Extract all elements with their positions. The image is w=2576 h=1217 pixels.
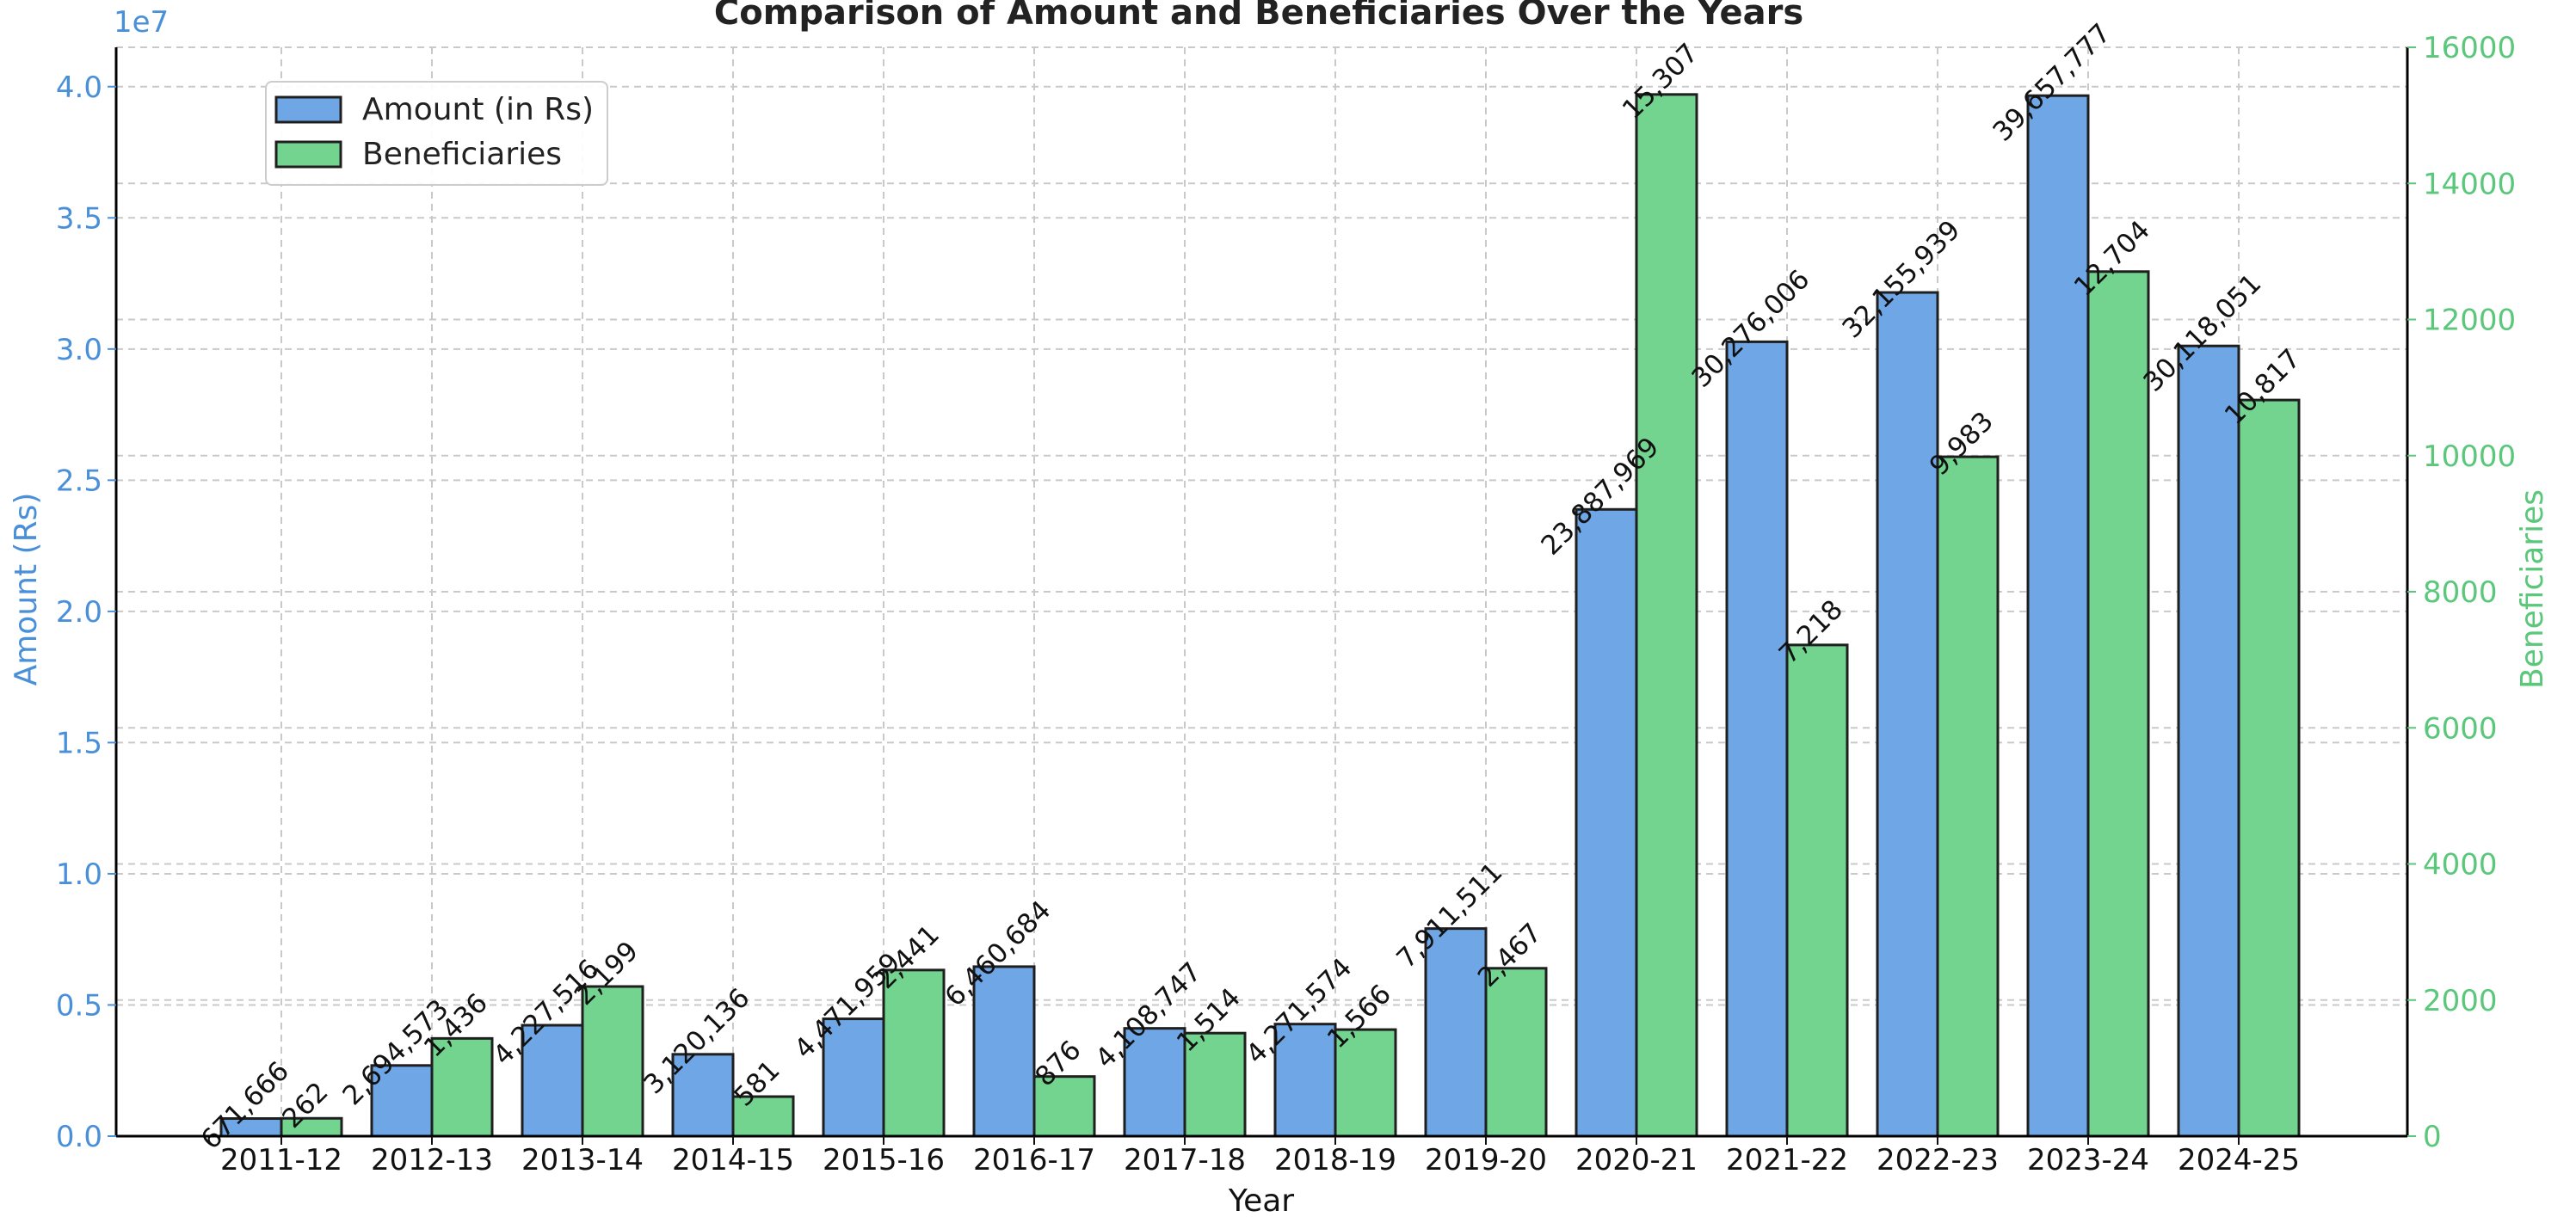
x-tick-label: 2023-24 [2027,1143,2149,1177]
x-tick-label: 2012-13 [371,1143,493,1177]
bar-label-amount-2011-12: 671,666 [195,1055,295,1155]
right-tick-label: 16000 [2423,31,2516,65]
right-tick-label: 0 [2423,1120,2442,1154]
right-tick-label: 10000 [2423,439,2516,474]
x-tick-label: 2015-16 [823,1143,945,1177]
bar-amount-2020-21 [1575,507,1638,1138]
left-axis-scale-label: 1e7 [114,5,169,40]
bar-beneficiaries-2021-22 [1785,643,1849,1138]
left-tick-label: 4.0 [56,71,102,105]
left-tick-label: 3.0 [56,333,102,367]
bar-amount-2012-13 [370,1064,434,1138]
bar-amount-2023-24 [2026,94,2090,1138]
left-axis-title: Amount (Rs) [9,493,44,686]
right-tick-label: 6000 [2423,711,2498,746]
bar-beneficiaries-2017-18 [1183,1031,1247,1138]
bar-beneficiaries-2016-17 [1032,1075,1096,1138]
left-tick-label: 0.5 [56,988,102,1023]
left-tick-label: 2.0 [56,595,102,630]
x-tick-label: 2014-15 [672,1143,794,1177]
right-axis-title: Beneficiaries [2515,489,2550,689]
bar-amount-2016-17 [972,965,1036,1138]
x-tick-label: 2018-19 [1274,1143,1396,1177]
bar-beneficiaries-2022-23 [1936,455,2000,1138]
x-tick-label: 2017-18 [1124,1143,1246,1177]
x-tick-label: 2024-25 [2178,1143,2300,1177]
bar-beneficiaries-2014-15 [731,1095,795,1138]
legend-swatch-beneficiaries [274,140,342,169]
bar-beneficiaries-2024-25 [2237,398,2301,1138]
right-tick-label: 2000 [2423,984,2498,1018]
left-tick-label: 2.5 [56,464,102,498]
legend-label-amount: Amount (in Rs) [362,92,594,127]
bar-beneficiaries-2018-19 [1334,1028,1397,1138]
bar-amount-2022-23 [1876,291,1939,1138]
bar-amount-2015-16 [822,1017,885,1138]
right-tick-label: 8000 [2423,575,2498,610]
bar-amount-2021-22 [1725,340,1789,1138]
x-tick-label: 2020-21 [1575,1143,1698,1177]
x-tick-label: 2013-14 [521,1143,644,1177]
legend: Amount (in Rs) Beneficiaries [265,81,608,186]
left-tick-label: 1.0 [56,857,102,892]
right-tick-label: 4000 [2423,848,2498,882]
bar-amount-2018-19 [1273,1023,1337,1138]
bar-beneficiaries-2012-13 [430,1036,494,1138]
x-tick-label: 2016-17 [973,1143,1095,1177]
right-tick-label: 12000 [2423,304,2516,338]
left-tick-label: 0.0 [56,1120,102,1154]
x-tick-label: 2019-20 [1425,1143,1547,1177]
bar-beneficiaries-2013-14 [581,985,644,1138]
bar-amount-2019-20 [1424,927,1488,1138]
legend-swatch-amount [274,95,342,124]
chart-ticks: 0.0 0.5 1.0 1.5 2.0 2.5 3.0 3.5 4.0 0 2000 4000 6000… [56,31,2516,1177]
x-axis-title: Year [1228,1183,1294,1217]
legend-box [265,81,608,186]
bar-beneficiaries-2020-21 [1635,93,1698,1138]
left-tick-label: 1.5 [56,726,102,760]
chart-title: Comparison of Amount and Beneficiaries O… [714,0,1803,33]
x-tick-label: 2022-23 [1877,1143,1999,1177]
left-tick-label: 3.5 [56,201,102,236]
bar-amount-2024-25 [2177,344,2240,1138]
legend-label-beneficiaries: Beneficiaries [362,137,562,172]
x-tick-label: 2011-12 [220,1143,342,1177]
bar-beneficiaries-2015-16 [882,968,946,1138]
bar-beneficiaries-2019-20 [1484,967,1548,1138]
x-tick-label: 2021-22 [1726,1143,1848,1177]
chart-bars [219,93,2301,1138]
bar-beneficiaries-2023-24 [2086,270,2150,1138]
right-tick-label: 14000 [2423,167,2516,201]
